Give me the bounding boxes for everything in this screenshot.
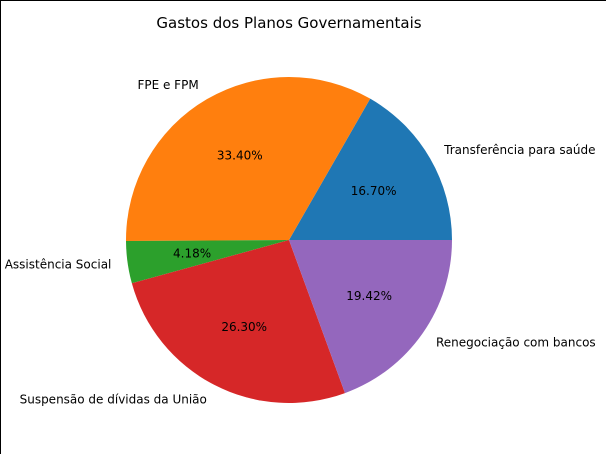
pie-slice-renegociacao-com-bancos	[289, 240, 452, 394]
pie-slices	[126, 77, 452, 403]
pie-percent-labels: 16.70% 33.40% 4.18% 26.30% 19.42%	[173, 149, 396, 334]
pie-category-label: Renegociação com bancos	[436, 336, 596, 350]
pie-category-label: Transferência para saúde	[443, 143, 595, 157]
pie-category-label: Assistência Social	[5, 258, 112, 272]
pie-slice-assistencia-social	[126, 240, 289, 284]
pie-category-labels: Transferência para saúde FPE e FPM Assistê…	[5, 78, 596, 406]
pie-percent-label: 19.42%	[346, 289, 392, 303]
pie-percent-label: 33.40%	[217, 149, 263, 163]
frame-left-edge	[0, 0, 1, 454]
pie-category-label: Suspensão de dívidas da União	[20, 392, 207, 406]
pie-category-label: FPE e FPM	[137, 78, 198, 92]
pie-slice-fpe-e-fpm	[126, 77, 371, 242]
pie-percent-label: 16.70%	[351, 184, 397, 198]
pie-percent-label: 26.30%	[221, 320, 267, 334]
pie-slice-transferencia-para-saude	[289, 98, 452, 240]
pie-percent-label: 4.18%	[173, 246, 211, 260]
chart-title: Gastos dos Planos Governamentais	[156, 14, 421, 32]
frame-top-edge	[0, 0, 606, 1]
pie-slice-suspensao-de-dividas-da-uniao	[131, 240, 345, 403]
